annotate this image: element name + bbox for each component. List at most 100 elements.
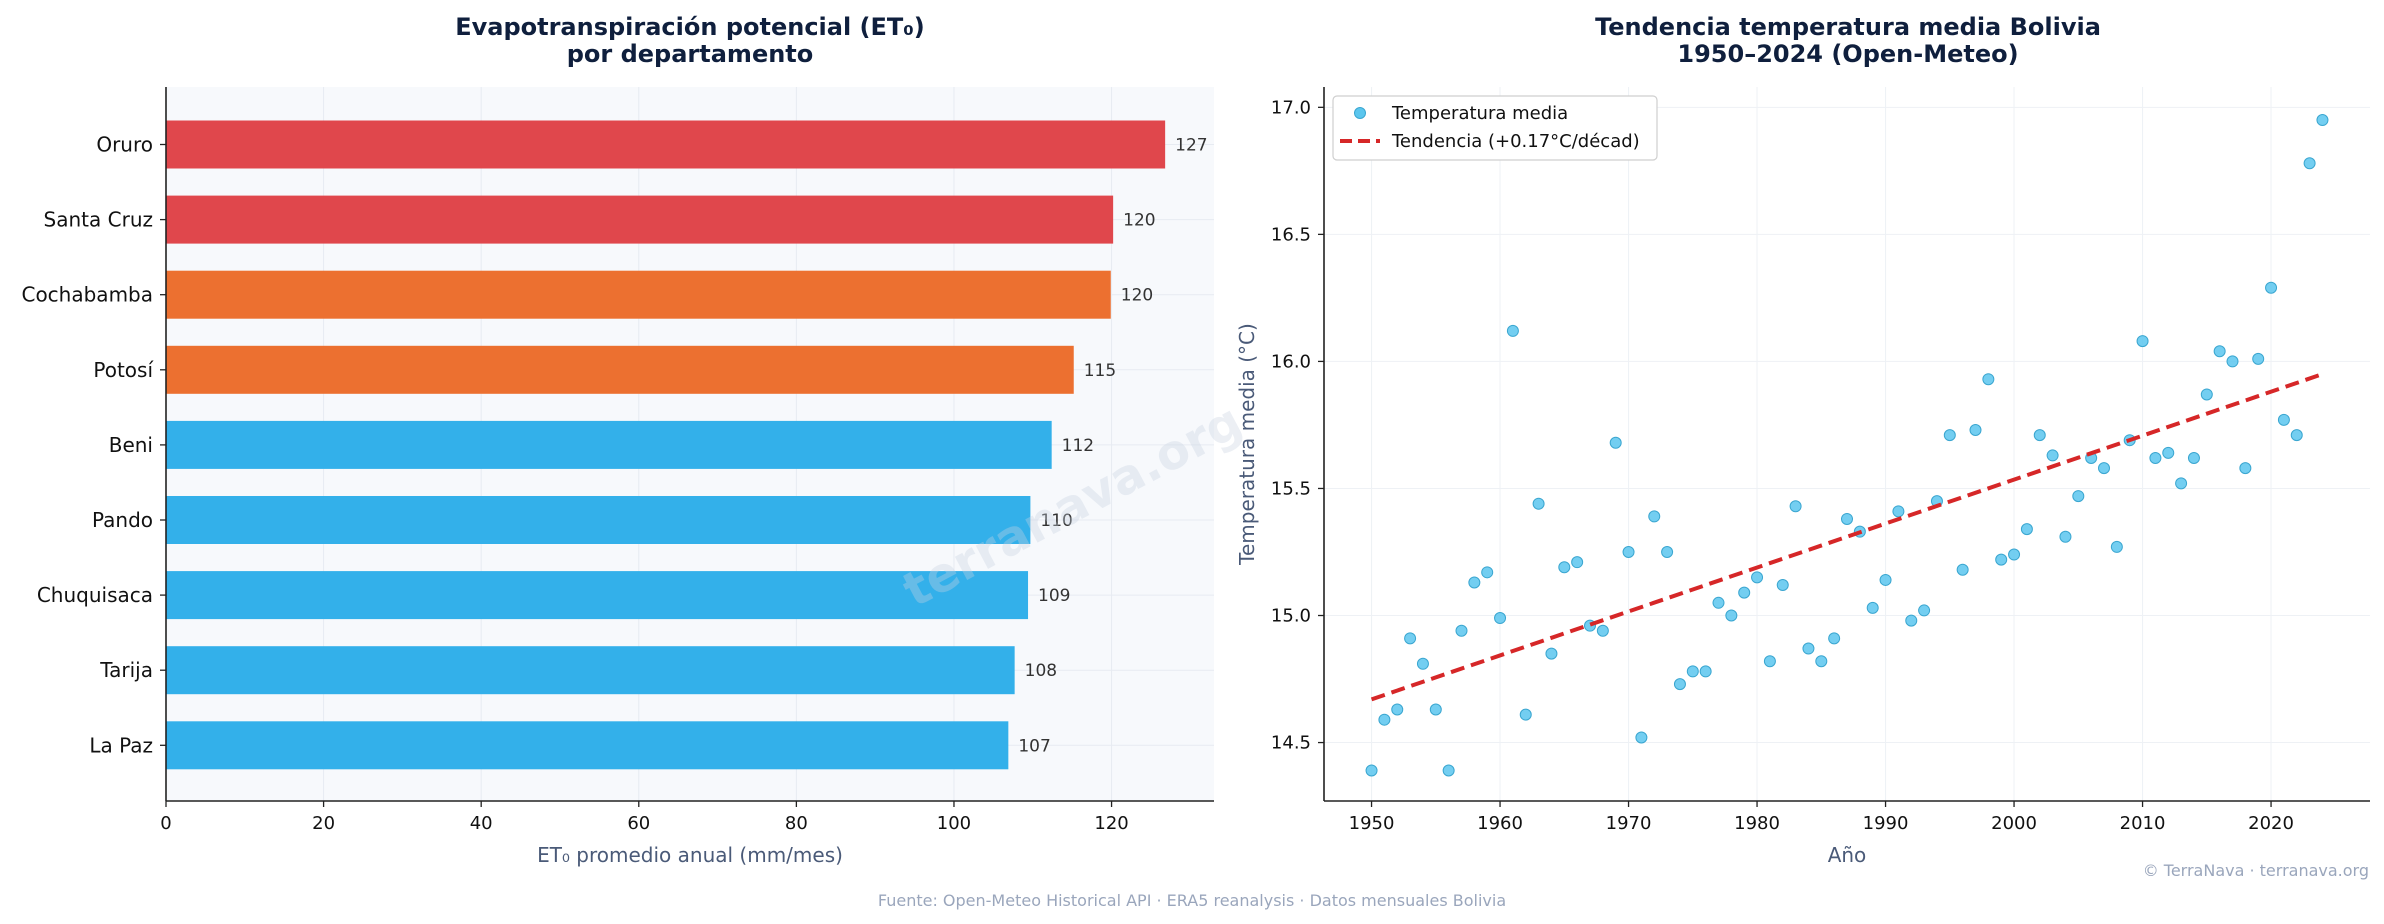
temp-data-point (2162, 446, 2175, 459)
temp-data-point (1776, 579, 1789, 592)
temp-data-point (2277, 413, 2290, 426)
temp-data-point (1596, 624, 1609, 637)
temp-axes: 1950 1960 1970 1980 1990 2000 2010 2020 14.5 15.0… (1271, 87, 2370, 834)
temp-x-tick-label: 2010 (2120, 813, 2166, 834)
temp-data-point (2149, 451, 2162, 464)
temp-y-tick-label: 15.0 (1271, 606, 1311, 627)
legend-label-points: Temperatura media (1391, 103, 1568, 124)
temp-x-tick-label: 2020 (2248, 813, 2294, 834)
et0-bar-value-label: 109 (1038, 586, 1070, 606)
legend-box (1332, 95, 1658, 161)
temp-x-axis-label: Año (1828, 843, 1867, 867)
temp-data-point (1648, 510, 1661, 523)
temp-y-tick-label: 14.5 (1271, 733, 1311, 754)
et0-bar-value-label: 120 (1123, 211, 1155, 231)
et0-category-label: Pando (92, 508, 153, 532)
temp-data-point (1635, 731, 1648, 744)
temp-data-point (2008, 548, 2021, 561)
et0-category-label: Chuquisaca (37, 583, 153, 607)
temp-data-point (1995, 553, 2008, 566)
temp-data-point (1609, 436, 1622, 449)
temp-data-point (1956, 563, 1969, 576)
temp-data-point (1506, 324, 1519, 337)
temp-data-point (1686, 665, 1699, 678)
temp-data-point (2110, 540, 2123, 553)
temp-data-point (2303, 157, 2316, 170)
temp-data-point (2136, 335, 2149, 348)
et0-x-tick-label: 40 (470, 813, 493, 834)
et0-x-tick-label: 80 (785, 813, 808, 834)
et0-bar-value-label: 110 (1040, 511, 1072, 531)
temp-data-point (1841, 512, 1853, 525)
temp-x-tick-label: 1960 (1477, 813, 1523, 834)
et0-category-label: Santa Cruz (44, 208, 153, 232)
temp-data-point (1905, 614, 1918, 627)
temp-data-point (1828, 632, 1841, 645)
temp-data-point (1699, 665, 1712, 678)
et0-bar (166, 721, 1009, 770)
temp-data-point (1892, 505, 1905, 518)
et0-bar-value-label: 107 (1018, 736, 1050, 756)
temp-data-point (1455, 624, 1468, 637)
et0-bar-value-label: 120 (1121, 286, 1153, 306)
et0-bars: 127 120 120 115 112 110 109 108 107 (166, 120, 1208, 770)
temp-data-point (2290, 429, 2303, 442)
temp-chart-title: Tendencia temperatura media Bolivia (1595, 13, 2101, 41)
temp-data-point (1429, 703, 1442, 716)
et0-category-label: Beni (109, 433, 153, 457)
et0-bar (166, 646, 1015, 695)
temp-data-point (2072, 490, 2085, 503)
temp-data-point (1789, 500, 1802, 513)
temp-data-point (2187, 451, 2200, 464)
source-footer: Fuente: Open-Meteo Historical API · ERA5… (878, 891, 1506, 910)
temp-data-point (2265, 281, 2278, 294)
et0-bar (166, 270, 1111, 319)
temp-data-point (2059, 530, 2072, 543)
temp-data-point (1558, 561, 1571, 574)
temp-x-tick-label: 2000 (1991, 813, 2037, 834)
temp-data-point (1918, 604, 1931, 617)
temp-data-point (1712, 596, 1725, 609)
et0-x-tick-label: 20 (312, 813, 335, 834)
temp-data-point (2226, 355, 2239, 368)
legend-label-trend: Tendencia (+0.17°C/décad) (1391, 131, 1640, 152)
temp-data-point (1879, 573, 1892, 586)
temp-y-tick-label: 15.5 (1271, 478, 1311, 499)
et0-category-label: Cochabamba (21, 283, 153, 307)
temp-data-point (1532, 497, 1545, 510)
et0-chart-title: Evapotranspiración potencial (ET₀) (455, 13, 925, 41)
et0-category-label: Potosí (93, 358, 154, 382)
temp-legend: Temperatura media Tendencia (+0.17°C/déc… (1332, 95, 1658, 161)
et0-chart-subtitle: por departamento (567, 40, 814, 68)
temp-data-point (1416, 657, 1429, 670)
et0-x-axis-label: ET₀ promedio anual (mm/mes) (537, 843, 843, 867)
temp-data-point (2098, 462, 2111, 475)
temp-x-tick-label: 1970 (1606, 813, 1652, 834)
et0-bar (166, 120, 1166, 169)
temp-data-point (2239, 462, 2252, 475)
temp-data-point (2175, 477, 2188, 490)
et0-bar (166, 195, 1114, 244)
temp-data-point (2033, 429, 2046, 442)
temp-data-point (1378, 713, 1391, 726)
temp-data-point (1815, 655, 1828, 668)
temp-x-tick-label: 1950 (1349, 813, 1395, 834)
et0-bar (166, 420, 1052, 469)
temp-data-point (1751, 571, 1764, 584)
temp-data-point (1673, 678, 1686, 691)
temp-y-tick-label: 16.5 (1271, 224, 1311, 245)
temp-y-tick-label: 17.0 (1271, 97, 1311, 118)
temp-data-point (1622, 545, 1635, 558)
et0-axes: Oruro Santa Cruz Cochabamba Potosí Beni Pando… (21, 87, 1214, 834)
temp-data-point (1545, 647, 1558, 660)
temp-data-point (1519, 708, 1532, 721)
temp-x-tick-label: 1980 (1734, 813, 1780, 834)
et0-bar-value-label: 127 (1175, 136, 1207, 156)
temp-points (1365, 114, 2329, 777)
temp-data-point (1391, 703, 1404, 716)
temp-data-point (1738, 586, 1751, 599)
temp-data-point (2252, 352, 2265, 365)
et0-bar (166, 345, 1074, 394)
et0-x-tick-label: 100 (937, 813, 971, 834)
